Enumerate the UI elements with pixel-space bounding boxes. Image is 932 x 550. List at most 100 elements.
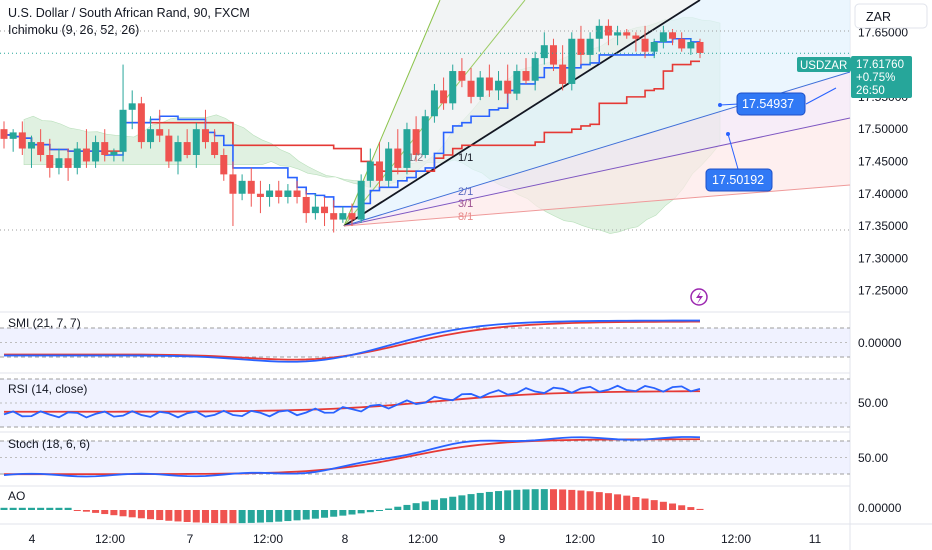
price-tick: 17.65000 <box>858 25 908 39</box>
pane-axis-ao: 0.00000 <box>858 501 902 515</box>
ao-bar <box>403 504 411 510</box>
gann-label-1-2: 1/2 <box>408 152 423 164</box>
candle-body <box>73 148 81 168</box>
currency-label[interactable]: ZAR <box>866 10 891 24</box>
time-tick: 10 <box>651 532 665 546</box>
ao-bar <box>440 498 448 510</box>
candle-body <box>375 161 383 181</box>
rsi-ma <box>3 390 701 413</box>
candle-body <box>37 142 45 155</box>
candle-body <box>27 142 35 149</box>
ao-bar <box>449 496 457 510</box>
ao-bar <box>156 510 164 521</box>
ao-bar <box>73 510 81 511</box>
candle-body <box>266 190 274 197</box>
candle-body <box>357 180 365 220</box>
callout-2[interactable] <box>705 168 773 192</box>
ao-bar <box>614 494 622 510</box>
flash-icon-glyph <box>696 291 703 304</box>
ao-bar <box>385 508 393 510</box>
price-tick: 17.30000 <box>858 251 908 265</box>
ao-bar <box>137 510 145 519</box>
ao-bar <box>522 489 530 510</box>
gann-line <box>343 184 851 227</box>
ao-bar <box>540 489 548 510</box>
gann-fan <box>343 0 851 227</box>
candle-body <box>82 148 90 162</box>
candle-body <box>339 213 347 220</box>
ao-bar <box>586 491 594 510</box>
ao-bar <box>687 507 695 510</box>
ao-bar <box>678 505 686 510</box>
ao-bar <box>595 492 603 510</box>
candle-body <box>595 25 603 39</box>
time-tick: 7 <box>187 532 194 546</box>
ao-bar <box>476 492 484 510</box>
ao-bar <box>641 498 649 510</box>
stoch-pane <box>0 436 850 478</box>
ao-bar <box>302 510 310 520</box>
candle-body <box>513 71 521 94</box>
ao-bar <box>211 510 219 524</box>
ao-bar <box>669 503 677 510</box>
pane-axis-rsi: 50.00 <box>858 396 888 410</box>
candle-body <box>485 77 493 91</box>
candle-body <box>632 35 640 39</box>
ao-bar <box>430 499 438 510</box>
price-tag <box>851 56 912 98</box>
time-tick: 12:00 <box>721 532 751 546</box>
candle-body <box>119 109 127 152</box>
candle-body <box>366 161 374 181</box>
price-tag-change: +0.75% <box>856 72 895 84</box>
ao-bar <box>623 495 631 510</box>
candle-body <box>330 213 338 220</box>
candle-body <box>183 142 191 155</box>
ao-bar <box>220 510 228 524</box>
price-tick: 17.45000 <box>858 154 908 168</box>
symbol-tag-text: USDZAR <box>800 60 847 72</box>
ao-bar <box>485 491 493 510</box>
candle-body <box>147 129 155 143</box>
candle-body <box>110 151 118 155</box>
time-tick: 12:00 <box>95 532 125 546</box>
candle-body <box>476 77 484 97</box>
ao-bar <box>321 510 329 518</box>
symbol-tag <box>797 57 851 72</box>
stoch-k <box>3 436 701 478</box>
candle-body <box>522 71 530 81</box>
gann-label-2-1: 2/1 <box>458 186 473 198</box>
callout-1[interactable] <box>736 92 806 116</box>
candle-body <box>495 80 503 91</box>
candle-body <box>430 90 438 117</box>
time-tick: 11 <box>809 532 822 546</box>
ao-bar <box>632 497 640 510</box>
ao-bar <box>696 508 704 510</box>
candle-body <box>540 45 548 59</box>
candle-body <box>192 129 200 155</box>
candle-body <box>18 132 26 149</box>
price-tick: 17.50000 <box>858 122 908 136</box>
ao-bar <box>659 501 667 510</box>
candle-body <box>46 155 54 168</box>
ao-bar <box>201 510 209 523</box>
ao-bar <box>128 510 136 518</box>
currency-box[interactable] <box>854 3 928 29</box>
ao-bar <box>604 493 612 510</box>
candle-body <box>403 129 411 168</box>
ao-bar <box>311 510 319 519</box>
price-tag-countdown: 26:50 <box>856 85 885 97</box>
ao-bar <box>46 507 54 510</box>
candle-body <box>321 206 329 214</box>
ao-bar <box>229 510 237 524</box>
time-tick: 12:00 <box>408 532 438 546</box>
candle-body <box>229 174 237 194</box>
ao-bar <box>366 510 374 513</box>
ao-bar <box>293 510 301 521</box>
callout-2-text: 17.50192 <box>712 173 764 187</box>
candle-body <box>275 190 283 197</box>
gann-line <box>343 117 851 227</box>
candle-body <box>238 180 246 194</box>
candle-body <box>211 142 219 155</box>
time-tick: 8 <box>342 532 349 546</box>
